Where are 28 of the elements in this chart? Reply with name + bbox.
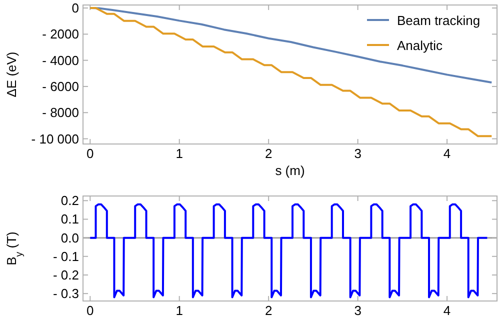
x-tick-label: 2: [264, 303, 272, 318]
y-tick-label: - 4000: [42, 52, 79, 68]
y-tick-label: 0: [72, 0, 79, 16]
x-tick-label: 1: [176, 303, 183, 318]
x-tick-label: 1: [176, 146, 183, 161]
x-tick-label: 3: [354, 146, 362, 161]
y-tick-label: - 0.3: [52, 286, 79, 302]
x-tick-label: 0: [86, 303, 94, 318]
y-tick-label: - 6000: [42, 78, 79, 94]
line-series: [89, 7, 493, 138]
y-tick-label: - 0.1: [52, 248, 79, 264]
y-tick-label: - 0.2: [52, 267, 79, 282]
y-tick-label: 0.0: [60, 230, 79, 246]
x-tick-label: 4: [443, 303, 451, 318]
legend-label: Analytic: [397, 38, 444, 53]
legend-label: Beam tracking: [397, 13, 480, 28]
y-axis-title: ΔE (eV): [4, 52, 19, 98]
x-axis-title: s (m): [275, 163, 305, 178]
y-tick-label: 0.2: [60, 193, 79, 208]
x-tick-label: 3: [354, 303, 362, 318]
x-tick-label: 4: [443, 146, 451, 161]
y-tick-label: - 10 000: [31, 131, 79, 146]
x-tick-label: 0: [86, 146, 94, 161]
y-tick-label: 0.1: [60, 212, 79, 227]
y-tick-label: - 2000: [42, 26, 79, 42]
line-series: [89, 203, 488, 298]
x-tick-label: 2: [264, 146, 272, 161]
y-tick-label: - 8000: [42, 105, 79, 120]
